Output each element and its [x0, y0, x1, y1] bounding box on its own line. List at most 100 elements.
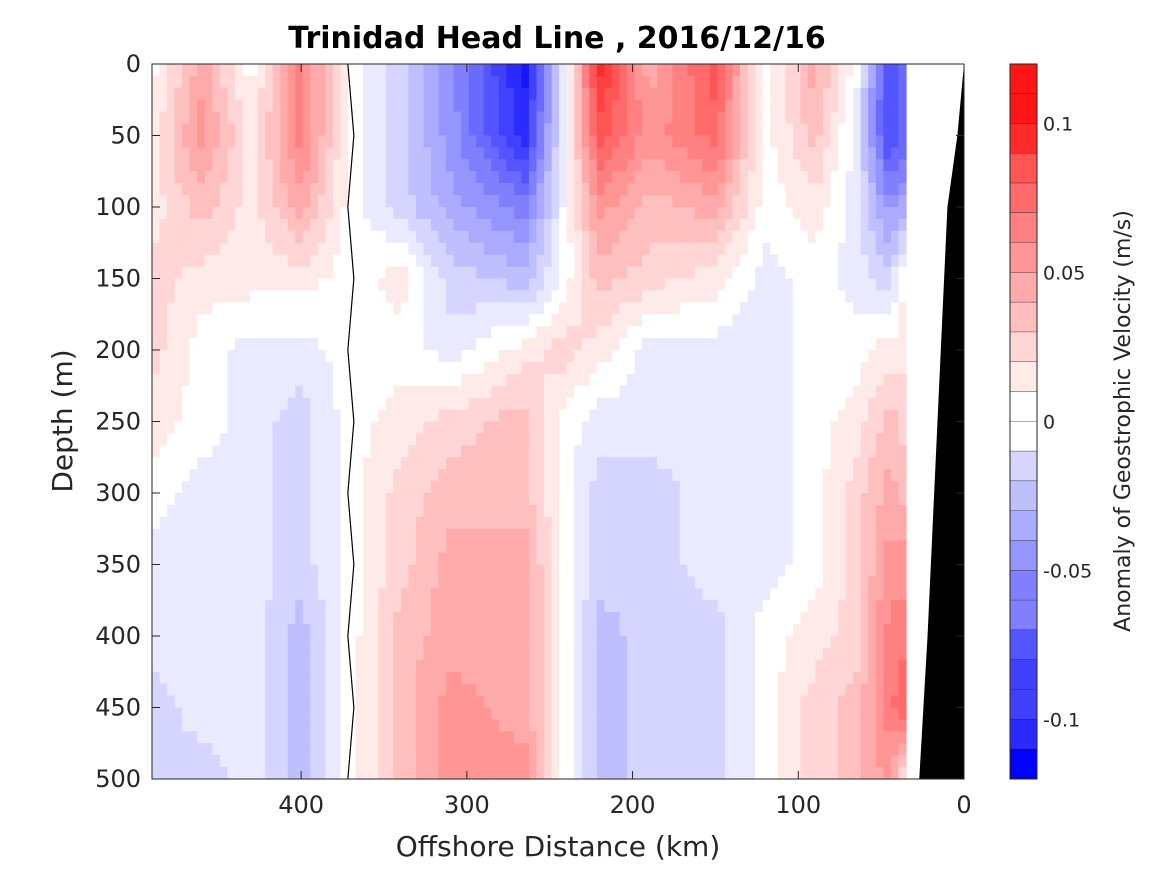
heatmap-cell [860, 433, 869, 446]
heatmap-cell [325, 576, 334, 589]
heatmap-cell [642, 254, 651, 268]
heatmap-cell [596, 433, 605, 446]
heatmap-cell [762, 528, 771, 542]
heatmap-cell [853, 600, 862, 613]
heatmap-cell [777, 612, 786, 625]
heatmap-cell [717, 600, 726, 613]
heatmap-cell [627, 409, 636, 423]
heatmap-cell [679, 147, 688, 160]
heatmap-cell [250, 302, 259, 315]
heatmap-cell [189, 624, 198, 637]
heatmap-cell [709, 64, 719, 77]
heatmap-cell [385, 207, 394, 220]
heatmap-cell [280, 159, 289, 172]
heatmap-cell [227, 135, 236, 149]
heatmap-cell [468, 266, 477, 280]
heatmap-cell [860, 111, 869, 125]
heatmap-cell [596, 99, 605, 113]
heatmap-cell [257, 195, 266, 208]
heatmap-cell [717, 373, 726, 387]
heatmap-cell [423, 409, 432, 423]
heatmap-cell [430, 397, 440, 411]
heatmap-cell [219, 504, 228, 518]
heatmap-cell [265, 504, 274, 518]
heatmap-cell [589, 350, 598, 363]
heatmap-cell [182, 600, 191, 613]
heatmap-cell [152, 195, 161, 208]
heatmap-cell [227, 445, 236, 458]
heatmap-cell [725, 302, 734, 315]
heatmap-cell [280, 183, 289, 196]
heatmap-cell [860, 624, 869, 637]
heatmap-cell [830, 624, 839, 637]
heatmap-cell [498, 445, 507, 458]
heatmap-cell [551, 159, 560, 172]
heatmap-cell [182, 481, 191, 494]
heatmap-cell [219, 171, 228, 184]
heatmap-cell [204, 564, 213, 578]
heatmap-cell [468, 302, 477, 315]
heatmap-cell [664, 278, 673, 292]
heatmap-cell [242, 457, 251, 470]
heatmap-cell [807, 87, 817, 101]
heatmap-cell [551, 528, 560, 542]
heatmap-cell [709, 469, 719, 482]
heatmap-cell [664, 612, 673, 625]
heatmap-cell [408, 195, 417, 208]
heatmap-cell [800, 552, 809, 566]
heatmap-cell [792, 147, 802, 160]
heatmap-cell [642, 647, 651, 661]
heatmap-cell [709, 409, 719, 423]
heatmap-cell [702, 385, 711, 399]
heatmap-cell [325, 445, 334, 458]
heatmap-cell [174, 278, 183, 292]
heatmap-cell [280, 481, 289, 494]
heatmap-cell [732, 99, 741, 113]
heatmap-cell [574, 99, 583, 113]
heatmap-cell [227, 147, 236, 160]
heatmap-cell [709, 230, 719, 244]
heatmap-cell [657, 99, 666, 113]
heatmap-cell [589, 99, 598, 113]
heatmap-cell [257, 111, 266, 125]
heatmap-cell [152, 302, 161, 315]
heatmap-cell [694, 159, 704, 172]
heatmap-cell [883, 218, 892, 232]
heatmap-cell [559, 516, 568, 530]
heatmap-cell [355, 469, 364, 482]
heatmap-cell [280, 87, 289, 101]
heatmap-cell [544, 516, 553, 530]
heatmap-cell [687, 111, 696, 125]
heatmap-cell [619, 421, 628, 435]
heatmap-cell [197, 600, 206, 613]
heatmap-cell [415, 361, 425, 375]
heatmap-cell [709, 576, 719, 589]
heatmap-cell [823, 278, 832, 292]
heatmap-cell [438, 612, 447, 625]
heatmap-cell [302, 636, 311, 649]
heatmap-cell [453, 195, 462, 208]
heatmap-cell [498, 516, 507, 530]
heatmap-cell [581, 397, 590, 411]
heatmap-cell [491, 135, 500, 149]
heatmap-cell [777, 218, 786, 232]
heatmap-cell [446, 433, 455, 446]
heatmap-cell [295, 636, 304, 649]
heatmap-cell [619, 135, 628, 149]
heatmap-cell [890, 600, 900, 613]
heatmap-cell [272, 504, 281, 518]
heatmap-cell [287, 493, 296, 506]
heatmap-cell [491, 433, 500, 446]
heatmap-cell [581, 469, 590, 482]
heatmap-cell [325, 207, 334, 220]
heatmap-cell [890, 540, 900, 554]
heatmap-cell [159, 314, 168, 327]
heatmap-cell [868, 600, 877, 613]
heatmap-cell [295, 171, 304, 184]
heatmap-cell [890, 373, 900, 387]
heatmap-cell [265, 338, 274, 351]
heatmap-cell [212, 600, 221, 613]
heatmap-cell [709, 218, 719, 232]
heatmap-cell [317, 242, 327, 256]
heatmap-cell [694, 350, 704, 363]
